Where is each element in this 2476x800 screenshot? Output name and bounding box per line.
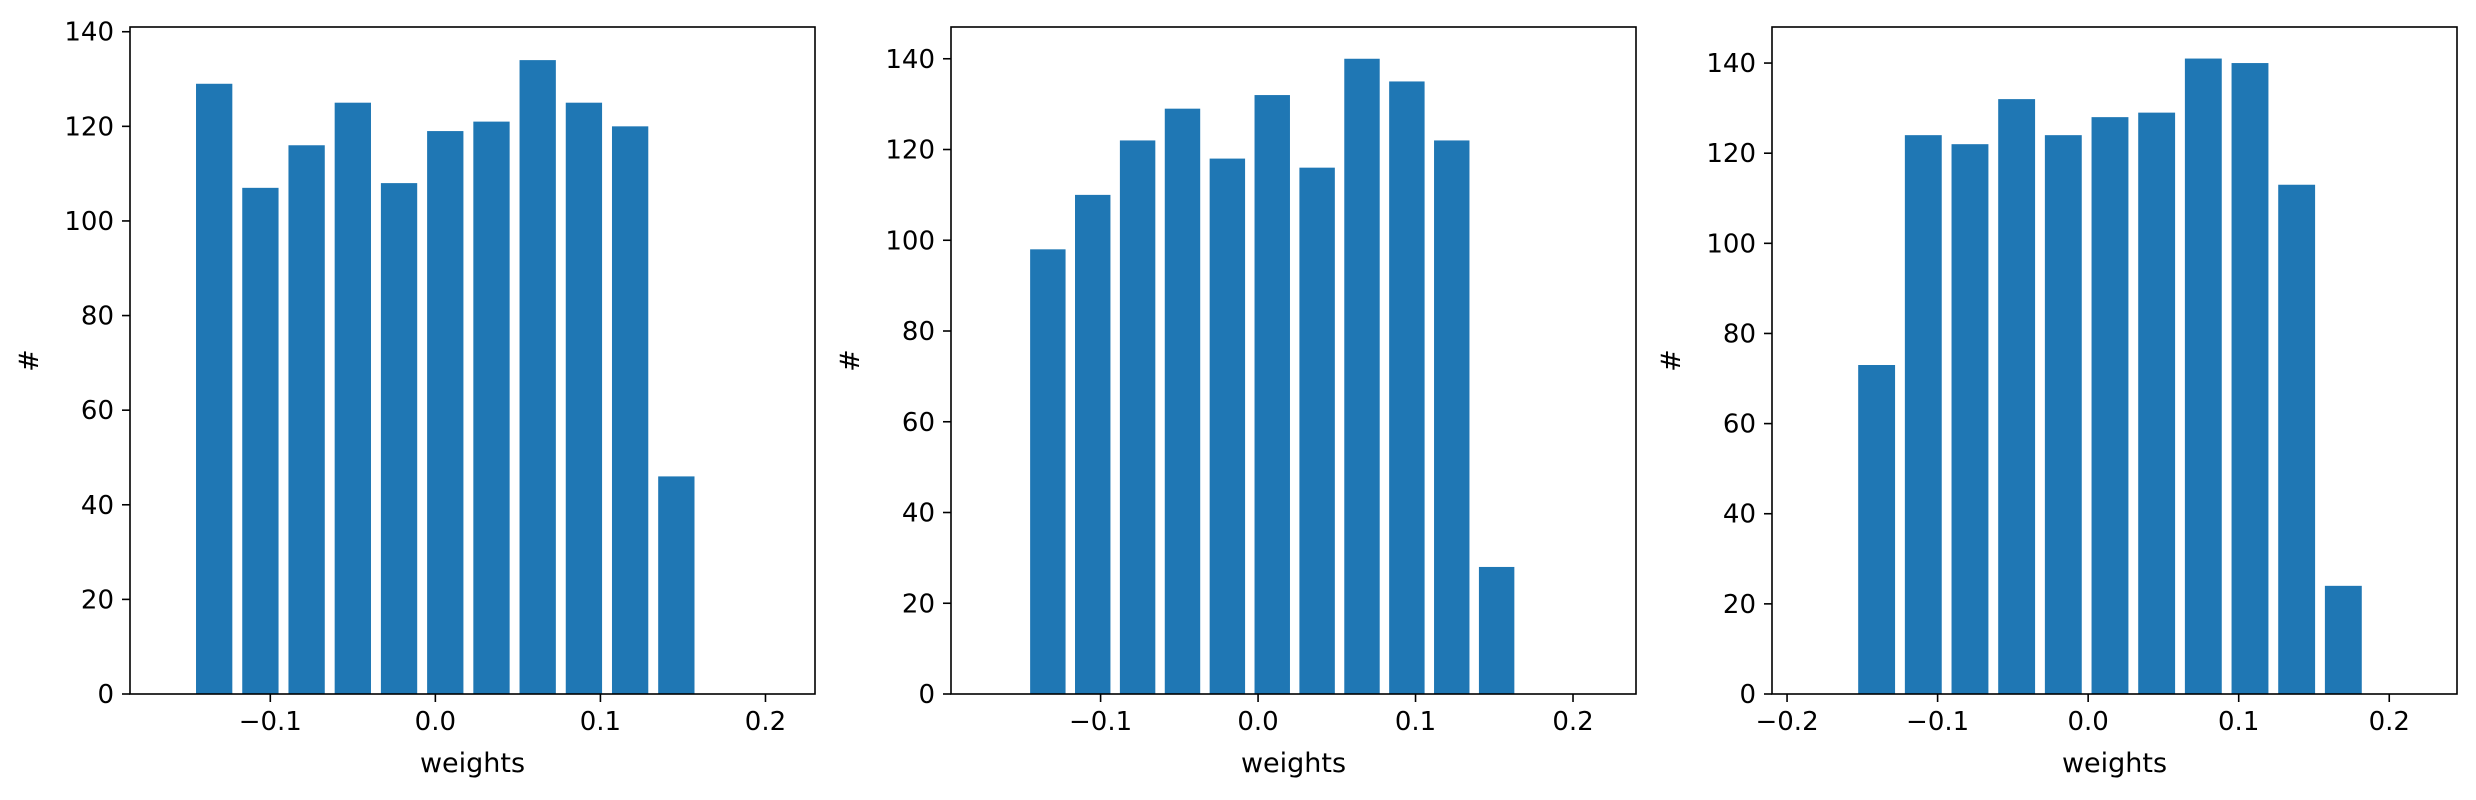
y-tick-label: 140 xyxy=(1706,49,1756,79)
x-tick-label: 0.1 xyxy=(2218,707,2259,737)
y-tick-label: 120 xyxy=(1706,139,1756,169)
histogram-panel-3: −0.2 −0.1 0.0 0.1 0.2 0 20 40 60 80 100 120 140 weigh… xyxy=(1656,26,2458,779)
bar-10 xyxy=(1434,140,1470,694)
bar-11 xyxy=(658,476,695,694)
bar-2 xyxy=(242,187,279,694)
bar-10 xyxy=(611,126,649,695)
y-tick-label: 20 xyxy=(1723,590,1756,620)
bar-8 xyxy=(2184,58,2222,695)
x-axis-ticks: −0.1 0.0 0.1 0.2 xyxy=(239,694,786,737)
x-axis-label: weights xyxy=(2062,748,2167,779)
bar-7 xyxy=(1299,167,1335,694)
x-axis-ticks: −0.2 −0.1 0.0 0.1 0.2 xyxy=(1755,694,2410,737)
y-tick-label: 0 xyxy=(918,680,935,710)
axes-frame xyxy=(1771,26,2458,695)
bar-7 xyxy=(2138,112,2176,694)
y-tick-label: 140 xyxy=(64,18,114,48)
y-tick-label: 20 xyxy=(81,585,114,615)
x-tick-label: 0.2 xyxy=(745,707,786,737)
y-tick-label: 140 xyxy=(885,45,935,75)
x-tick-label: 0.1 xyxy=(1395,707,1436,737)
bar-10 xyxy=(2278,184,2316,695)
bar-9 xyxy=(565,102,603,694)
y-tick-label: 40 xyxy=(902,499,935,529)
x-tick-label: −0.1 xyxy=(1069,707,1132,737)
bar-11 xyxy=(2324,585,2362,694)
bar-3 xyxy=(1119,140,1156,694)
y-tick-label: 120 xyxy=(885,136,935,166)
y-tick-label: 100 xyxy=(885,226,935,256)
histogram-panel-1: −0.1 0.0 0.1 0.2 0 20 40 60 80 100 120 140 weights # xyxy=(14,18,816,779)
bar-11 xyxy=(1478,566,1515,694)
y-tick-label: 80 xyxy=(1723,319,1756,349)
y-tick-label: 40 xyxy=(81,491,114,521)
y-axis-label: # xyxy=(835,349,866,372)
x-tick-label: −0.1 xyxy=(1906,707,1969,737)
bar-2 xyxy=(1904,135,1942,694)
bar-5 xyxy=(2044,135,2082,694)
bar-5 xyxy=(380,183,418,695)
x-axis-label: weights xyxy=(420,748,525,779)
bar-1 xyxy=(196,83,233,694)
y-tick-label: 60 xyxy=(81,396,114,426)
histogram-panels: −0.1 0.0 0.1 0.2020406080100120140weights#−… xyxy=(14,18,2458,779)
y-tick-label: 60 xyxy=(902,408,935,438)
y-axis-label: # xyxy=(14,349,45,372)
bar-1 xyxy=(1858,365,1896,694)
x-axis-ticks: −0.1 0.0 0.1 0.2 xyxy=(1069,694,1594,737)
y-tick-label: 40 xyxy=(1723,500,1756,530)
y-tick-label: 0 xyxy=(97,680,114,710)
x-axis-label: weights xyxy=(1241,748,1346,779)
y-tick-label: 20 xyxy=(902,589,935,619)
bar-8 xyxy=(519,60,556,695)
x-tick-label: −0.1 xyxy=(239,707,302,737)
axes-frame xyxy=(950,26,1637,695)
bar-6 xyxy=(427,131,464,694)
bar-4 xyxy=(1998,99,2036,695)
bar-3 xyxy=(1951,144,1989,694)
y-axis-ticks: 0 20 40 60 80 100 120 140 xyxy=(64,18,130,710)
bar-4 xyxy=(334,102,371,694)
x-tick-label: 0.1 xyxy=(580,707,621,737)
y-tick-label: 60 xyxy=(1723,410,1756,440)
axes-frame xyxy=(129,26,816,695)
y-tick-label: 80 xyxy=(902,317,935,347)
bar-5 xyxy=(1209,158,1246,695)
bar-9 xyxy=(2231,63,2269,695)
x-tick-label: 0.0 xyxy=(1237,707,1278,737)
y-tick-label: 120 xyxy=(64,112,114,142)
y-tick-label: 100 xyxy=(64,207,114,237)
histogram-panel-2: −0.1 0.0 0.1 0.2 0 20 40 60 80 100 120 140 weights # xyxy=(835,26,1637,779)
bar-7 xyxy=(473,121,510,695)
bars-group xyxy=(1030,58,1515,695)
bar-1 xyxy=(1030,249,1066,694)
bar-4 xyxy=(1164,108,1201,695)
x-tick-label: 0.2 xyxy=(1552,707,1593,737)
bar-3 xyxy=(288,145,325,694)
y-tick-label: 0 xyxy=(1739,680,1756,710)
bars-group xyxy=(1858,58,2362,695)
bar-8 xyxy=(1344,58,1380,694)
bar-9 xyxy=(1389,81,1425,694)
y-tick-label: 100 xyxy=(1706,229,1756,259)
bars-group xyxy=(196,60,695,695)
x-tick-label: 0.2 xyxy=(2369,707,2410,737)
x-tick-label: −0.2 xyxy=(1755,707,1818,737)
x-tick-label: 0.0 xyxy=(2067,707,2108,737)
y-axis-ticks: 0 20 40 60 80 100 120 140 xyxy=(885,45,951,710)
x-tick-label: 0.0 xyxy=(415,707,456,737)
bar-2 xyxy=(1075,194,1111,694)
y-axis-ticks: 0 20 40 60 80 100 120 140 xyxy=(1706,49,1772,710)
bar-6 xyxy=(2091,117,2129,694)
y-tick-label: 80 xyxy=(81,302,114,332)
y-axis-label: # xyxy=(1656,349,1687,372)
bar-6 xyxy=(1254,95,1290,694)
